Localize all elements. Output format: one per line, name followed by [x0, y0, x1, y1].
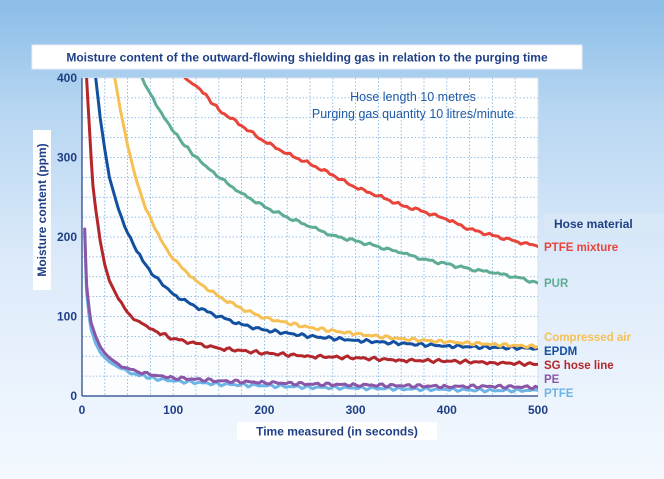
x-axis-label: Time measured (in seconds) — [256, 425, 418, 439]
x-tick-label: 100 — [163, 403, 183, 417]
x-axis-label-box — [237, 422, 437, 440]
x-tick-label: 300 — [346, 403, 366, 417]
legend-label-pe: PE — [544, 374, 560, 386]
x-tick-label: 200 — [254, 403, 274, 417]
legend-label-sg-hose-line: SG hose line — [544, 360, 614, 372]
legend-label-ptfe-mixture: PTFE mixture — [544, 242, 618, 254]
series-layer — [83, 78, 538, 394]
x-tick-labels: 0 100 200 300 400 500 — [79, 403, 549, 417]
y-axis-label: Moisture content (ppm) — [35, 143, 49, 276]
x-tick-label: 0 — [79, 403, 86, 417]
series-line-compressed-air — [113, 78, 538, 349]
series-line-pur — [140, 78, 538, 285]
legend-title-box — [544, 213, 664, 235]
series-line-epdm — [94, 78, 538, 351]
x-tick-label: 400 — [437, 403, 457, 417]
legend: PTFE mixture PUR Compressed air EPDM SG hose… — [544, 242, 631, 400]
legend-label-pur: PUR — [544, 278, 569, 290]
series-line-ptfe-mixture — [183, 78, 538, 248]
gridlines — [82, 78, 538, 396]
series-line-sg-hose-line — [85, 78, 538, 367]
legend-label-ptfe: PTFE — [544, 388, 574, 400]
y-tick-label: 200 — [57, 230, 77, 244]
annotation-gas-quantity: Purging gas quantity 10 litres/minute — [312, 107, 514, 121]
y-tick-label: 0 — [70, 389, 77, 403]
y-tick-labels: 0 100 200 300 400 — [57, 71, 77, 403]
y-tick-label: 100 — [57, 310, 77, 324]
y-tick-label: 300 — [57, 151, 77, 165]
y-tick-label: 400 — [57, 71, 77, 85]
annotation-hose-length: Hose length 10 metres — [350, 90, 476, 104]
legend-label-compressed-air: Compressed air — [544, 332, 631, 344]
chart-title-box — [31, 44, 583, 70]
legend-title: Hose material — [554, 217, 633, 231]
y-axis-label-box — [33, 130, 51, 290]
chart-title: Moisture content of the outward-flowing … — [66, 51, 548, 65]
legend-label-epdm: EPDM — [544, 346, 577, 358]
x-tick-label: 500 — [528, 403, 548, 417]
series-line-pe — [83, 227, 538, 391]
